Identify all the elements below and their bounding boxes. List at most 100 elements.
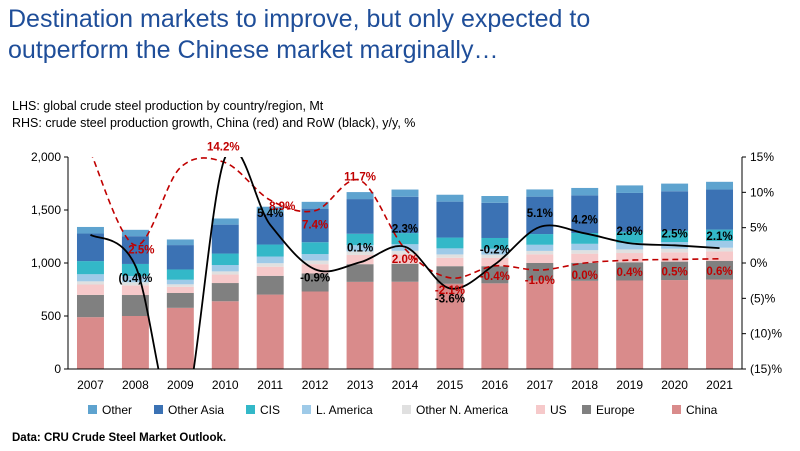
bar-segment-other-asia [301, 208, 329, 243]
bar-segment-l-america [166, 279, 194, 285]
x-axis-tick-label: 2019 [616, 378, 643, 392]
bar-segment-europe [211, 283, 239, 302]
bar-segment-us [661, 252, 689, 262]
right-axis-tick-label: (15)% [750, 362, 782, 376]
china-growth-data-label: 0.5% [661, 266, 687, 278]
bar-segment-other [481, 196, 509, 203]
bar-segment-cis [391, 233, 419, 245]
row-growth-line [89, 157, 720, 369]
bar-segment-l-america [436, 248, 464, 255]
bar-segment-l-america [301, 254, 329, 261]
bar-segment-other [76, 226, 104, 234]
bar-segment-other-n-america [706, 247, 734, 252]
bar-segment-l-america [481, 248, 509, 255]
bar-segment-other-n-america [571, 250, 599, 254]
x-axis-tick-label: 2018 [571, 378, 598, 392]
bar-segment-us [481, 257, 509, 267]
china-growth-data-label: -2.1% [435, 285, 465, 297]
x-axis-tick-label: 2020 [661, 378, 688, 392]
title-line-2: outperform the Chinese market marginally… [8, 36, 499, 64]
right-axis-tick-label: (5)% [750, 291, 776, 305]
bar-segment-cis [76, 261, 104, 275]
x-axis-tick-label: 2010 [212, 378, 239, 392]
bar-segment-cis [301, 242, 329, 255]
bar-segment-cis [706, 229, 734, 241]
bar-segment-other [301, 201, 329, 209]
subtitle-lhs: LHS: global crude steel production by co… [12, 99, 324, 113]
china-growth-data-label: 8.9% [269, 201, 295, 213]
x-axis-tick-label: 2017 [526, 378, 553, 392]
bar-segment-us [436, 257, 464, 267]
bar-segment-china [661, 280, 689, 369]
bar-segment-europe [571, 262, 599, 281]
subtitle-rhs: RHS: crude steel production growth, Chin… [12, 116, 416, 130]
bar-segment-other [121, 229, 149, 237]
bar-segment-us [571, 253, 599, 263]
row-growth-data-label: -3.6% [435, 293, 465, 305]
bar-segment-l-america [571, 243, 599, 251]
bar-segment-cis [346, 233, 374, 246]
bar-segment-other [166, 239, 194, 246]
right-axis-tick-label: (10)% [750, 327, 782, 341]
bar-segment-other-n-america [661, 248, 689, 253]
bar-segment-china [706, 279, 734, 369]
left-axis-tick-label: 1,000 [31, 256, 61, 270]
legend-label: Other [102, 403, 132, 417]
bar-segment-other-asia [571, 195, 599, 234]
bar-segment-other-asia [661, 191, 689, 231]
bar-segment-other-asia [211, 224, 239, 254]
x-axis-tick-label: 2016 [482, 378, 509, 392]
china-growth-data-label: 0.0% [572, 270, 598, 282]
bar-segment-other-asia [616, 192, 644, 232]
legend-label: Other N. America [416, 403, 508, 417]
legend-swatch [88, 405, 97, 414]
bar-segment-europe [436, 266, 464, 284]
left-axis-tick-label: 1,500 [31, 203, 61, 217]
bar-segment-other-asia [346, 199, 374, 234]
row-growth-data-label: (0.4)% [118, 273, 152, 285]
legend-swatch [246, 405, 255, 414]
bar-segment-other [346, 192, 374, 200]
bar-segment-china [76, 317, 104, 369]
x-axis-tick-label: 2013 [347, 378, 374, 392]
china-growth-data-label: 14.2% [207, 142, 240, 154]
bar-segment-cis [436, 237, 464, 249]
bar-segment-china [526, 280, 554, 369]
legend-label: China [686, 403, 718, 417]
right-axis-tick-label: 0% [750, 256, 768, 270]
bar-segment-europe [256, 275, 284, 295]
bar-segment-europe [391, 263, 419, 282]
x-axis-tick-label: 2011 [257, 378, 283, 392]
right-axis-tick-label: 10% [750, 185, 774, 199]
x-axis-tick-label: 2012 [302, 378, 329, 392]
legend-swatch [536, 405, 545, 414]
growth-lines [89, 157, 720, 369]
bar-segment-europe [706, 260, 734, 280]
x-axis-tick-label: 2009 [167, 378, 194, 392]
bar-segment-cis [571, 233, 599, 244]
bar-segment-cis [616, 231, 644, 243]
left-axis-tick-label: 2,000 [31, 150, 61, 164]
bar-segment-other-n-america [166, 284, 194, 287]
left-axis-tick-label: 0 [54, 362, 61, 376]
china-growth-data-label: -0.4% [480, 271, 510, 283]
bar-segment-china [166, 307, 194, 369]
row-growth-data-label: -0.9% [300, 272, 330, 284]
right-axis-tick-label: 5% [750, 221, 768, 235]
bar-segment-europe [301, 273, 329, 292]
bar-segment-other-n-america [616, 249, 644, 254]
legend-label: L. America [316, 403, 373, 417]
bar-segment-cis [661, 230, 689, 243]
bar-segment-us [166, 286, 194, 293]
bar-segment-europe [346, 264, 374, 282]
right-axis-tick-label: 15% [750, 150, 774, 164]
legend-swatch [672, 405, 681, 414]
bar-segment-china [121, 316, 149, 369]
bar-segment-other-n-america [76, 281, 104, 285]
legend-label: Other Asia [168, 403, 224, 417]
row-growth-data-label: 2.8% [617, 226, 643, 238]
bar-segment-us [211, 274, 239, 284]
bar-segment-europe [661, 261, 689, 281]
row-growth-data-label: 5.1% [527, 208, 553, 220]
